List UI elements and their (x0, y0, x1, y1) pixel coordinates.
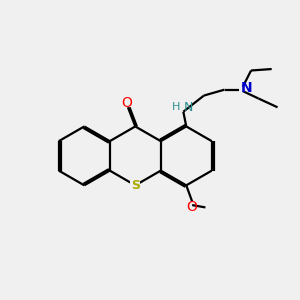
Text: S: S (131, 179, 140, 192)
Text: O: O (186, 200, 197, 214)
Text: H: H (171, 102, 180, 112)
Text: N: N (183, 101, 193, 114)
Text: O: O (121, 96, 132, 110)
Text: N: N (241, 81, 252, 95)
